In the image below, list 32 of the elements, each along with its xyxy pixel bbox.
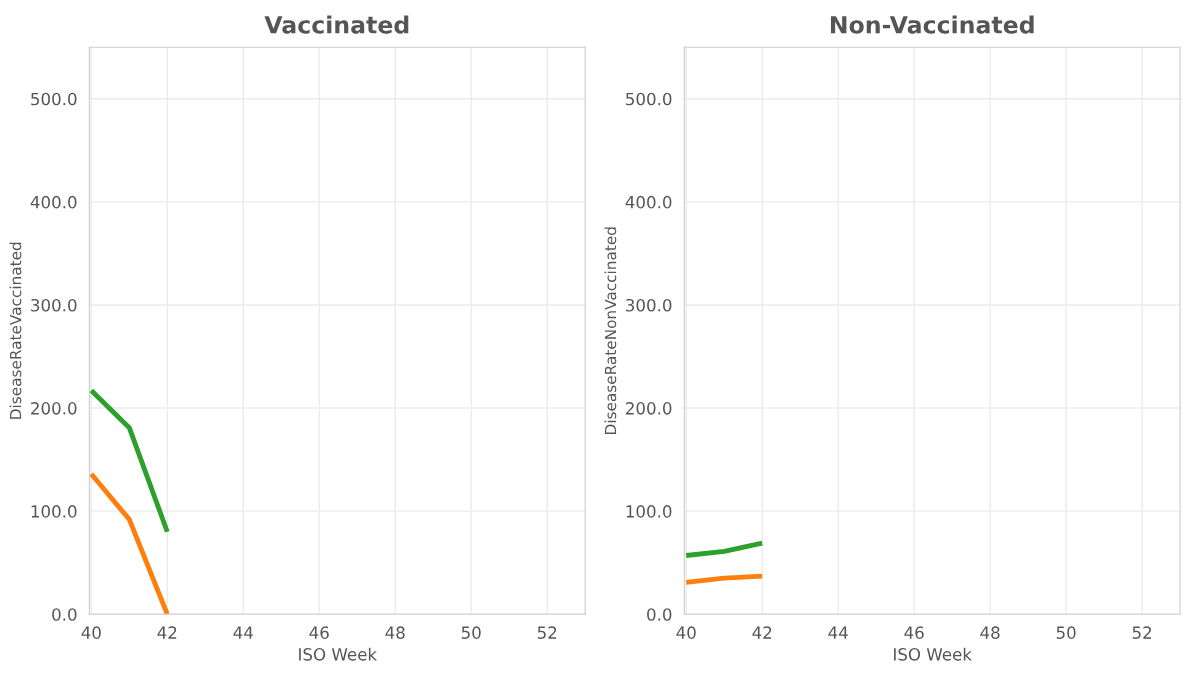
x-axis-title: ISO Week: [894, 647, 972, 661]
y-tick-label: 400.0: [30, 195, 77, 209]
y-tick-label: 300.0: [31, 298, 77, 312]
x-tick-label: 52: [537, 626, 557, 639]
y-tick-label: 400.0: [625, 195, 672, 209]
y-axis-title: DiseaseRateVaccinated: [9, 242, 22, 419]
x-axis-title: ISO Week: [299, 647, 378, 661]
x-tick-label: 40: [676, 626, 696, 639]
y-tick-label: 500.0: [626, 92, 672, 106]
chart-title: Vaccinated: [264, 15, 409, 34]
y-tick-label: 300.0: [626, 298, 672, 312]
y-tick-label: 500.0: [31, 92, 77, 106]
x-tick-label: 48: [980, 626, 1000, 639]
y-axis-title: DiseaseRateNonVaccinated: [604, 227, 617, 434]
y-tick-label: 100.0: [626, 505, 672, 518]
y-tick-label: 100.0: [31, 505, 77, 518]
x-tick-label: 46: [904, 626, 924, 639]
x-tick-label: 48: [385, 626, 405, 639]
y-tick-label: 200.0: [31, 402, 77, 415]
x-tick-label: 50: [461, 626, 481, 639]
x-tick-label: 40: [81, 626, 101, 639]
x-tick-label: 44: [828, 626, 848, 639]
y-tick-label: 0.0: [647, 608, 672, 621]
x-tick-label: 42: [752, 626, 772, 639]
chart-title: Non-Vaccinated: [830, 15, 1034, 34]
x-tick-label: 50: [1056, 626, 1076, 639]
x-tick-label: 42: [157, 626, 177, 639]
x-tick-label: 44: [233, 626, 253, 639]
y-tick-label: 200.0: [626, 402, 672, 415]
y-tick-label: 0.0: [52, 608, 77, 621]
x-tick-label: 46: [309, 626, 329, 639]
x-tick-label: 52: [1132, 626, 1152, 639]
